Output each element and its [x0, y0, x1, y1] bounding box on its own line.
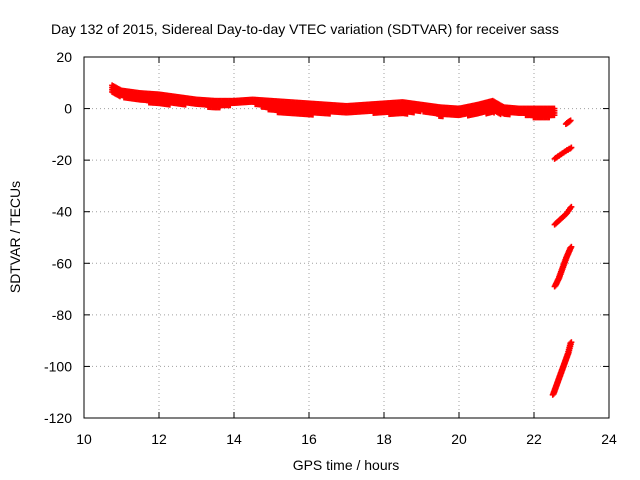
data-point: [567, 339, 575, 347]
x-tick-label: 16: [301, 431, 317, 447]
x-tick-label: 20: [451, 431, 467, 447]
data-point: [567, 203, 575, 211]
data-point: [567, 243, 575, 251]
x-tick-labels: 10 12 14 16 18 20 22 24: [76, 431, 617, 447]
data-point: [566, 117, 574, 125]
y-tick-labels: -120 -100 -80 -60 -40 -20 0 20: [44, 49, 72, 426]
y-tick-label: 0: [64, 101, 72, 117]
plot-border: [83, 56, 610, 419]
axis-ticks: [83, 56, 610, 419]
y-axis-title: SDTVAR / TECUs: [7, 181, 23, 293]
y-tick-label: 20: [56, 49, 72, 65]
y-tick-label: -60: [52, 255, 72, 271]
data-points: [109, 82, 575, 398]
data-point: [551, 112, 558, 119]
x-tick-label: 10: [76, 431, 92, 447]
x-axis-title: GPS time / hours: [293, 457, 400, 473]
y-tick-label: -20: [52, 152, 72, 168]
y-tick-label: -120: [44, 410, 72, 426]
chart-title: Day 132 of 2015, Sidereal Day-to-day VTE…: [51, 21, 559, 37]
x-tick-label: 22: [526, 431, 542, 447]
y-tick-label: -40: [52, 204, 72, 220]
data-point: [567, 144, 575, 152]
y-tick-label: -100: [44, 358, 72, 374]
x-tick-label: 24: [601, 431, 617, 447]
y-tick-label: -80: [52, 307, 72, 323]
x-tick-label: 12: [151, 431, 167, 447]
x-tick-label: 18: [376, 431, 392, 447]
x-tick-label: 14: [226, 431, 242, 447]
